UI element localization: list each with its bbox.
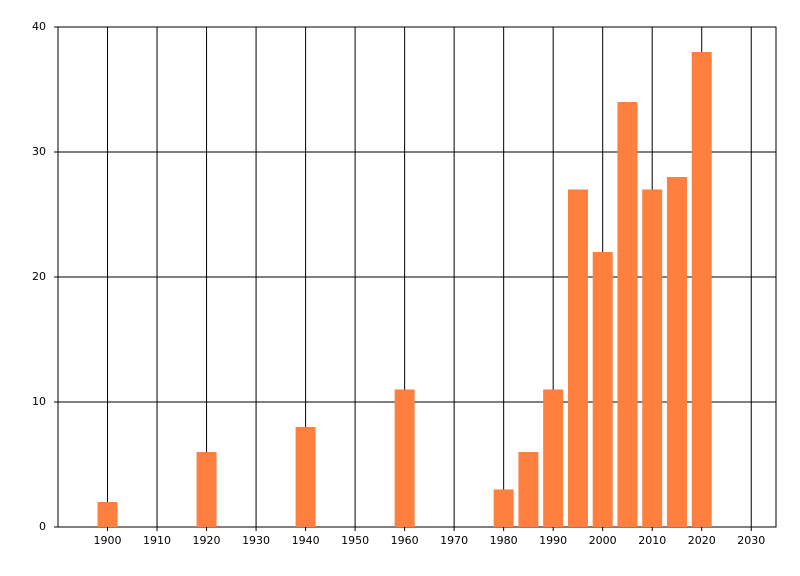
bar [97,502,118,527]
y-tick-label: 40 [32,20,46,33]
bar [493,489,514,527]
bar [617,102,638,527]
x-tick-label: 1970 [440,534,468,547]
x-tick-label: 1990 [539,534,567,547]
bar [642,189,663,527]
bar [295,427,316,527]
bar [567,189,588,527]
bar [518,452,539,527]
x-tick-label: 1910 [143,534,171,547]
x-tick-label: 1920 [193,534,221,547]
y-tick-label: 10 [32,395,46,408]
x-tick-label: 1940 [292,534,320,547]
x-tick-label: 2030 [737,534,765,547]
y-tick-label: 0 [39,520,46,533]
bar [196,452,217,527]
x-tick-label: 1930 [242,534,270,547]
bar [543,389,564,527]
bar [666,177,687,527]
x-tick-label: 2000 [589,534,617,547]
x-tick-label: 1950 [341,534,369,547]
bar [394,389,415,527]
bar [592,252,613,527]
x-tick-label: 1900 [94,534,122,547]
bar [691,52,712,527]
x-tick-label: 1960 [391,534,419,547]
y-tick-label: 20 [32,270,46,283]
y-tick-label: 30 [32,145,46,158]
x-tick-label: 1980 [490,534,518,547]
x-tick-label: 2020 [688,534,716,547]
x-tick-label: 2010 [638,534,666,547]
